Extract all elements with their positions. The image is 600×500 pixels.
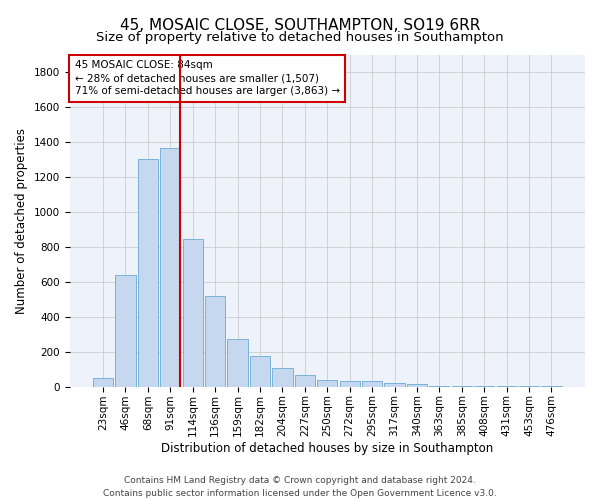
Bar bbox=[160, 148, 181, 386]
Bar bbox=[205, 296, 225, 386]
Bar bbox=[227, 338, 248, 386]
Text: 45, MOSAIC CLOSE, SOUTHAMPTON, SO19 6RR: 45, MOSAIC CLOSE, SOUTHAMPTON, SO19 6RR bbox=[120, 18, 480, 32]
Bar bbox=[93, 378, 113, 386]
Bar bbox=[362, 382, 382, 386]
Y-axis label: Number of detached properties: Number of detached properties bbox=[15, 128, 28, 314]
Text: Size of property relative to detached houses in Southampton: Size of property relative to detached ho… bbox=[96, 31, 504, 44]
Text: 45 MOSAIC CLOSE: 84sqm
← 28% of detached houses are smaller (1,507)
71% of semi-: 45 MOSAIC CLOSE: 84sqm ← 28% of detached… bbox=[74, 60, 340, 96]
Bar bbox=[250, 356, 270, 386]
Bar bbox=[407, 384, 427, 386]
X-axis label: Distribution of detached houses by size in Southampton: Distribution of detached houses by size … bbox=[161, 442, 493, 455]
Bar bbox=[115, 275, 136, 386]
Bar bbox=[340, 380, 360, 386]
Bar bbox=[182, 239, 203, 386]
Bar bbox=[317, 380, 337, 386]
Bar bbox=[295, 376, 315, 386]
Text: Contains HM Land Registry data © Crown copyright and database right 2024.
Contai: Contains HM Land Registry data © Crown c… bbox=[103, 476, 497, 498]
Bar bbox=[385, 383, 404, 386]
Bar bbox=[272, 368, 293, 386]
Bar bbox=[138, 159, 158, 386]
